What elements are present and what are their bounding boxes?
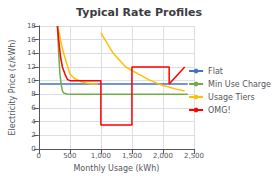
svg-text:Electricity Price (¢/kWh): Electricity Price (¢/kWh)	[8, 40, 17, 136]
svg-text:12: 12	[27, 63, 36, 71]
svg-text:16: 16	[27, 36, 36, 44]
svg-text:500: 500	[63, 152, 76, 160]
svg-text:1,500: 1,500	[122, 152, 142, 160]
svg-text:2,500: 2,500	[184, 152, 204, 160]
svg-text:OMG!: OMG!	[208, 106, 231, 115]
svg-text:4: 4	[31, 118, 36, 126]
svg-text:10: 10	[27, 77, 36, 85]
svg-text:0: 0	[31, 145, 35, 153]
svg-text:Typical Rate Profiles: Typical Rate Profiles	[76, 6, 202, 19]
svg-text:1,000: 1,000	[91, 152, 111, 160]
svg-text:8: 8	[31, 90, 35, 98]
svg-text:2,000: 2,000	[153, 152, 173, 160]
svg-text:2: 2	[31, 131, 35, 139]
svg-text:0: 0	[37, 152, 41, 160]
svg-text:14: 14	[27, 49, 36, 57]
svg-text:Flat: Flat	[208, 67, 223, 76]
svg-text:Usage Tiers: Usage Tiers	[208, 93, 255, 102]
svg-text:Min Use Charge: Min Use Charge	[208, 80, 271, 89]
svg-text:18: 18	[27, 22, 36, 30]
svg-text:6: 6	[31, 104, 36, 112]
svg-text:Monthly Usage (kWh): Monthly Usage (kWh)	[73, 164, 159, 173]
